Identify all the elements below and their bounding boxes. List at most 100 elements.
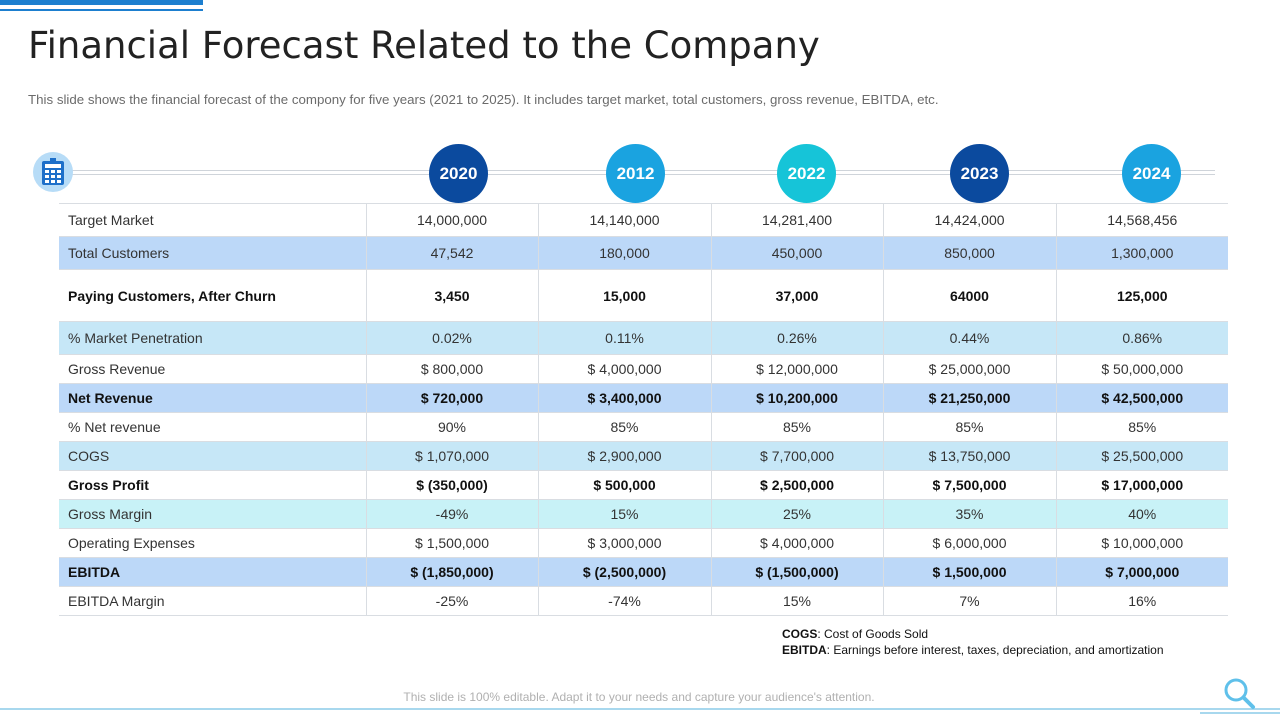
- table-cell: $ 7,700,000: [710, 441, 883, 471]
- table-cell: 37,000: [710, 269, 883, 322]
- top-accent-bar: [0, 0, 203, 5]
- table-cell: 7%: [882, 586, 1056, 616]
- table-row: Target Market 14,000,000 14,140,000 14,281,…: [59, 203, 1228, 237]
- row-label: % Market Penetration: [59, 321, 366, 355]
- table-row: EBITDA $ (1,850,000) $ (2,500,000) $ (1,500…: [59, 557, 1228, 587]
- table-cell: $ 1,500,000: [882, 557, 1056, 587]
- table-cell: 15%: [710, 586, 883, 616]
- table-cell: 35%: [882, 499, 1056, 529]
- table-row: COGS $ 1,070,000 $ 2,900,000 $ 7,700,000 $ 1…: [59, 441, 1228, 471]
- table-cell: 14,424,000: [882, 203, 1056, 237]
- table-cell: 25%: [710, 499, 883, 529]
- table-cell: 14,140,000: [537, 203, 711, 237]
- table-cell: $ 50,000,000: [1055, 354, 1228, 384]
- table-row: % Market Penetration 0.02% 0.11% 0.26% 0.44%…: [59, 321, 1228, 355]
- year-badge-2: 2012: [606, 144, 665, 203]
- table-cell: 3,450: [365, 269, 538, 322]
- table-cell: $ 500,000: [537, 470, 711, 500]
- bottom-divider-accent: [1200, 712, 1280, 714]
- table-row: Total Customers 47,542 180,000 450,000 850,0…: [59, 236, 1228, 270]
- footer-note: This slide is 100% editable. Adapt it to…: [403, 690, 875, 704]
- table-row: EBITDA Margin -25% -74% 15% 7% 16%: [59, 586, 1228, 616]
- year-badge-4: 2023: [950, 144, 1009, 203]
- table-cell: $ 7,500,000: [882, 470, 1056, 500]
- top-accent-line: [0, 9, 203, 11]
- table-cell: 85%: [710, 412, 883, 442]
- table-row: Gross Margin -49% 15% 25% 35% 40%: [59, 499, 1228, 529]
- table-cell: -49%: [365, 499, 538, 529]
- table-cell: $ 4,000,000: [710, 528, 883, 558]
- bottom-divider: [0, 708, 1280, 710]
- table-cell: $ 12,000,000: [710, 354, 883, 384]
- table-cell: 47,542: [365, 236, 538, 270]
- row-label: Gross Revenue: [59, 354, 366, 384]
- table-cell: $ 21,250,000: [882, 383, 1056, 413]
- table-row: Operating Expenses $ 1,500,000 $ 3,000,000…: [59, 528, 1228, 558]
- table-cell: 90%: [365, 412, 538, 442]
- table-cell: $ 7,000,000: [1055, 557, 1228, 587]
- table-cell: $ 6,000,000: [882, 528, 1056, 558]
- row-label: EBITDA Margin: [59, 586, 366, 616]
- table-cell: 14,568,456: [1055, 203, 1228, 237]
- table-cell: 0.26%: [710, 321, 883, 355]
- table-cell: $ 10,200,000: [710, 383, 883, 413]
- table-cell: $ 720,000: [365, 383, 538, 413]
- table-cell: $ 3,000,000: [537, 528, 711, 558]
- table-cell: $ 1,500,000: [365, 528, 538, 558]
- table-cell: 64000: [882, 269, 1056, 322]
- table-cell: $ (1,500,000): [710, 557, 883, 587]
- calculator-icon: [33, 152, 73, 192]
- table-row: Paying Customers, After Churn 3,450 15,000…: [59, 269, 1228, 322]
- page-subtitle: This slide shows the financial forecast …: [28, 92, 939, 107]
- forecast-table: Target Market 14,000,000 14,140,000 14,281,…: [59, 203, 1228, 616]
- table-cell: $ 25,000,000: [882, 354, 1056, 384]
- table-cell: 0.86%: [1055, 321, 1228, 355]
- year-badge-3: 2022: [777, 144, 836, 203]
- row-label: Total Customers: [59, 236, 366, 270]
- table-row: Gross Revenue $ 800,000 $ 4,000,000 $ 12,00…: [59, 354, 1228, 384]
- table-cell: 125,000: [1055, 269, 1228, 322]
- table-cell: 1,300,000: [1055, 236, 1228, 270]
- page-title: Financial Forecast Related to the Compan…: [28, 24, 820, 67]
- table-cell: $ 4,000,000: [537, 354, 711, 384]
- row-label: Operating Expenses: [59, 528, 366, 558]
- table-cell: $ 2,500,000: [710, 470, 883, 500]
- note-cogs: COGS: Cost of Goods Sold: [782, 627, 929, 641]
- table-cell: $ 25,500,000: [1055, 441, 1228, 471]
- table-cell: $ 13,750,000: [882, 441, 1056, 471]
- table-cell: $ 800,000: [365, 354, 538, 384]
- table-cell: 450,000: [710, 236, 883, 270]
- table-row: % Net revenue 90% 85% 85% 85% 85%: [59, 412, 1228, 442]
- row-label: Gross Profit: [59, 470, 366, 500]
- table-cell: 0.02%: [365, 321, 538, 355]
- table-cell: 85%: [537, 412, 711, 442]
- row-label: EBITDA: [59, 557, 366, 587]
- table-cell: $ 42,500,000: [1055, 383, 1228, 413]
- year-badge-5: 2024: [1122, 144, 1181, 203]
- table-cell: $ (350,000): [365, 470, 538, 500]
- table-cell: 0.11%: [537, 321, 711, 355]
- table-cell: 0.44%: [882, 321, 1056, 355]
- row-label: % Net revenue: [59, 412, 366, 442]
- table-cell: $ 3,400,000: [537, 383, 711, 413]
- table-cell: 85%: [1055, 412, 1228, 442]
- year-badge-1: 2020: [429, 144, 488, 203]
- row-label: Paying Customers, After Churn: [59, 269, 366, 322]
- table-cell: $ 10,000,000: [1055, 528, 1228, 558]
- search-icon[interactable]: [1222, 676, 1256, 715]
- row-label: Gross Margin: [59, 499, 366, 529]
- table-row: Net Revenue $ 720,000 $ 3,400,000 $ 10,200,…: [59, 383, 1228, 413]
- table-cell: 40%: [1055, 499, 1228, 529]
- table-cell: $ (2,500,000): [537, 557, 711, 587]
- row-label: COGS: [59, 441, 366, 471]
- note-ebitda: EBITDA: Earnings before interest, taxes,…: [782, 643, 1164, 657]
- table-cell: -74%: [537, 586, 711, 616]
- row-label: Net Revenue: [59, 383, 366, 413]
- table-cell: $ 2,900,000: [537, 441, 711, 471]
- table-cell: 16%: [1055, 586, 1228, 616]
- table-cell: $ 1,070,000: [365, 441, 538, 471]
- table-cell: $ (1,850,000): [365, 557, 538, 587]
- table-cell: 85%: [882, 412, 1056, 442]
- table-cell: 850,000: [882, 236, 1056, 270]
- table-cell: 14,000,000: [365, 203, 538, 237]
